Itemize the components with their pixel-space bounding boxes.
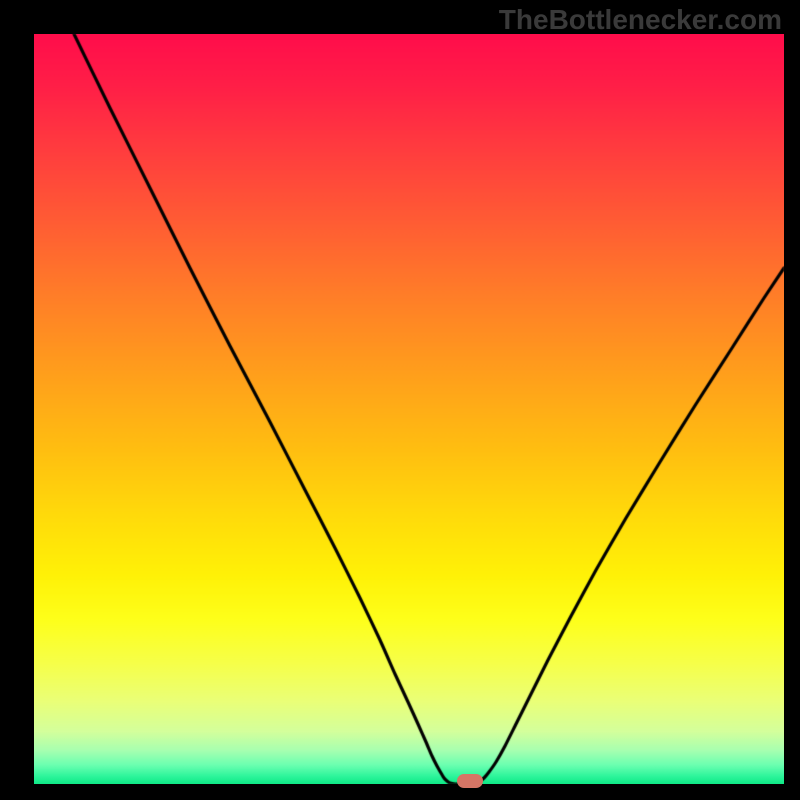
chart-stage: TheBottlenecker.com — [0, 0, 800, 800]
minimum-marker — [457, 774, 483, 788]
curve-line — [0, 0, 800, 800]
watermark-text: TheBottlenecker.com — [499, 4, 782, 36]
